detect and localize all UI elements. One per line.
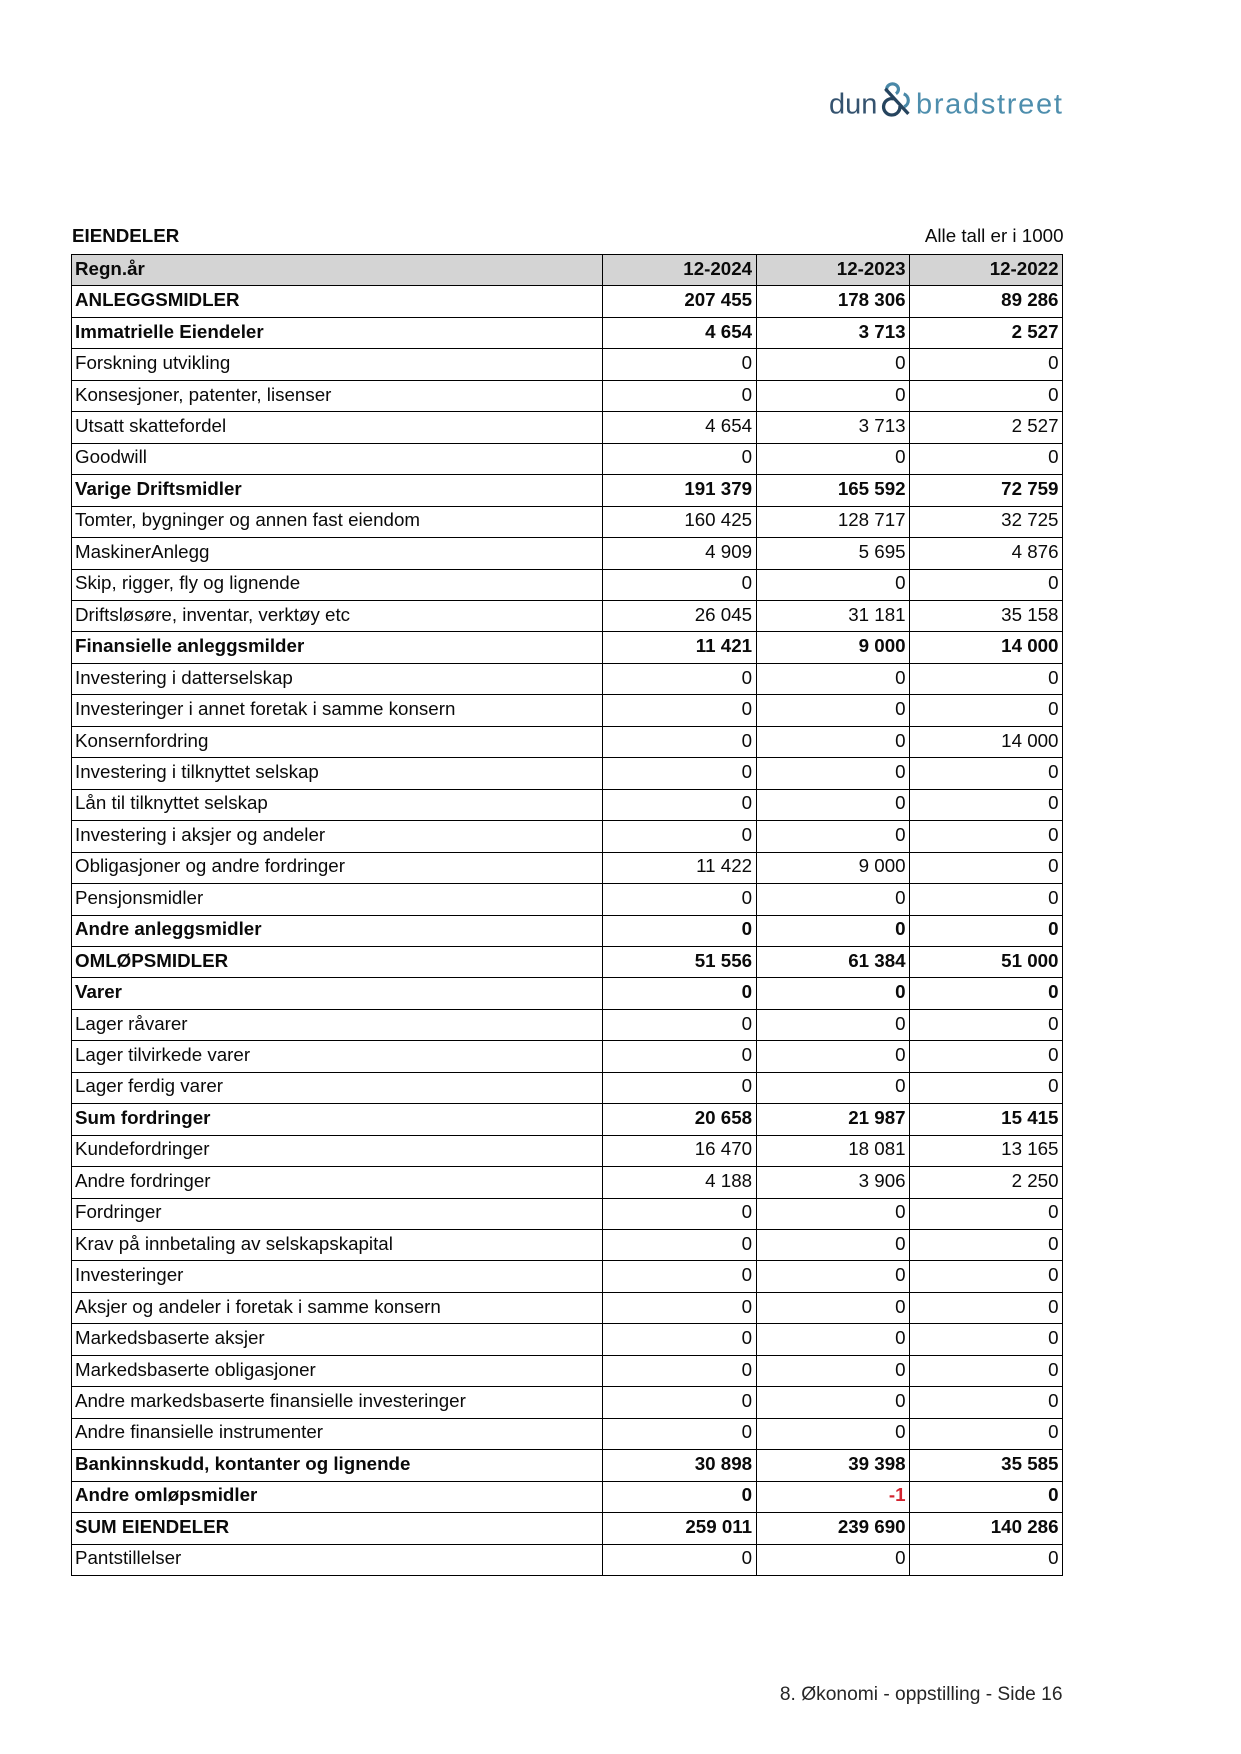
svg-text:bradstreet: bradstreet — [916, 89, 1064, 121]
svg-text:dun: dun — [829, 89, 877, 121]
